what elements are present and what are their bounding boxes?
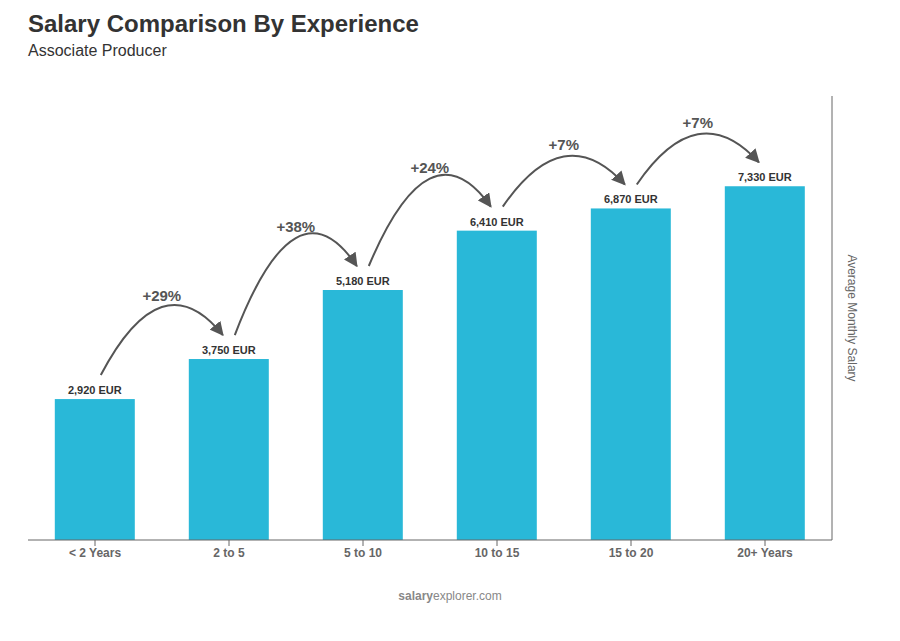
- svg-text:+24%: +24%: [410, 159, 449, 176]
- svg-text:+38%: +38%: [276, 218, 315, 235]
- svg-text:6,870 EUR: 6,870 EUR: [604, 193, 658, 205]
- svg-text:20+ Years: 20+ Years: [737, 546, 793, 560]
- svg-text:+7%: +7%: [683, 114, 713, 131]
- html-text:Associate Producer: Associate Producer: [28, 42, 167, 59]
- svg-text:5,180 EUR: 5,180 EUR: [336, 275, 390, 287]
- svg-text:+7%: +7%: [549, 136, 579, 153]
- svg-text:15 to 20: 15 to 20: [609, 546, 654, 560]
- svg-text:10 to 15: 10 to 15: [475, 546, 520, 560]
- html-text:Salary Comparison By Experienc: Salary Comparison By Experience: [28, 10, 419, 37]
- svg-text:6,410 EUR: 6,410 EUR: [470, 216, 524, 228]
- svg-text:2,920 EUR: 2,920 EUR: [68, 384, 122, 396]
- svg-text:7,330 EUR: 7,330 EUR: [738, 171, 792, 183]
- html-text:salary explorer.com: salary explorer.com: [398, 589, 502, 603]
- svg-text:2 to 5: 2 to 5: [213, 546, 245, 560]
- svg-text:+29%: +29%: [142, 287, 181, 304]
- svg-text:Average Monthly Salary: Average Monthly Salary: [845, 254, 859, 381]
- svg-text:3,750 EUR: 3,750 EUR: [202, 344, 256, 356]
- svg-text:5 to 10: 5 to 10: [344, 546, 382, 560]
- svg-text:< 2 Years: < 2 Years: [69, 546, 121, 560]
